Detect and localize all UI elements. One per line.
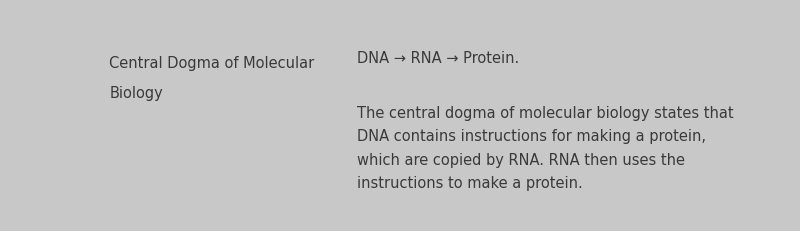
Text: instructions to make a protein.: instructions to make a protein. [358, 175, 583, 190]
Text: DNA → RNA → Protein.: DNA → RNA → Protein. [358, 51, 519, 65]
Text: Central Dogma of Molecular: Central Dogma of Molecular [110, 56, 314, 71]
Text: DNA contains instructions for making a protein,: DNA contains instructions for making a p… [358, 129, 706, 144]
Text: which are copied by RNA. RNA then uses the: which are copied by RNA. RNA then uses t… [358, 152, 686, 167]
Text: Biology: Biology [110, 86, 163, 101]
Text: The central dogma of molecular biology states that: The central dogma of molecular biology s… [358, 106, 734, 121]
